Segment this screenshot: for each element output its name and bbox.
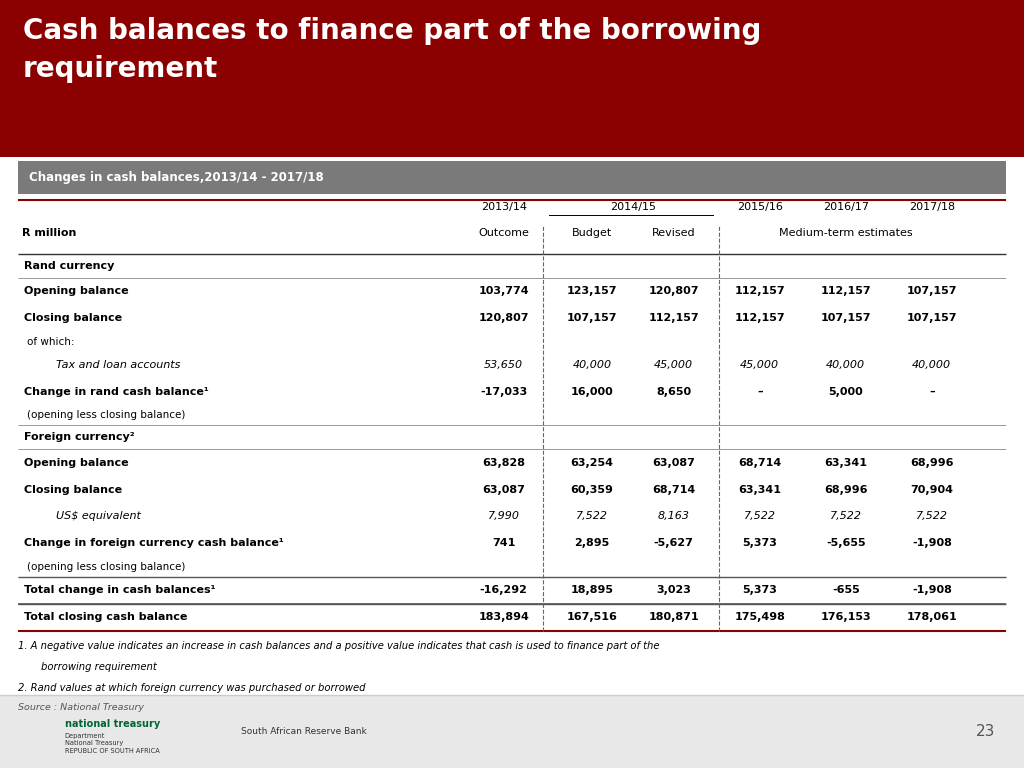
Bar: [0, 0, 1024, 157]
Bar: [18, 161, 1006, 194]
Text: Outcome: Outcome: [478, 228, 529, 238]
Text: 112,157: 112,157: [820, 286, 871, 296]
Text: (opening less closing balance): (opening less closing balance): [27, 410, 185, 421]
Text: 60,359: 60,359: [570, 485, 613, 495]
Text: 167,516: 167,516: [566, 612, 617, 622]
Text: -1,908: -1,908: [912, 538, 951, 548]
Text: 16,000: 16,000: [570, 387, 613, 397]
Text: US$ equivalent: US$ equivalent: [49, 511, 141, 521]
Text: Closing balance: Closing balance: [24, 485, 122, 495]
Text: 112,157: 112,157: [734, 313, 785, 323]
Text: Closing balance: Closing balance: [24, 313, 122, 323]
Text: 23: 23: [976, 724, 995, 739]
Text: Rand currency: Rand currency: [24, 261, 114, 271]
Text: borrowing requirement: borrowing requirement: [41, 662, 157, 672]
Text: 7,522: 7,522: [915, 511, 948, 521]
Text: Change in foreign currency cash balance¹: Change in foreign currency cash balance¹: [24, 538, 284, 548]
Text: 7,522: 7,522: [575, 511, 608, 521]
Text: 2016/17: 2016/17: [823, 202, 868, 212]
Text: 63,087: 63,087: [482, 485, 525, 495]
Text: 178,061: 178,061: [906, 612, 957, 622]
Text: 68,714: 68,714: [652, 485, 695, 495]
Text: 107,157: 107,157: [906, 313, 957, 323]
Text: 63,341: 63,341: [824, 458, 867, 468]
Text: national treasury: national treasury: [65, 719, 160, 729]
Text: 3,023: 3,023: [656, 585, 691, 595]
Text: –: –: [757, 387, 763, 397]
Text: 107,157: 107,157: [906, 286, 957, 296]
Text: -17,033: -17,033: [480, 387, 527, 397]
Text: 40,000: 40,000: [912, 360, 951, 370]
Text: 45,000: 45,000: [740, 360, 779, 370]
Text: -5,627: -5,627: [654, 538, 693, 548]
Text: Foreign currency²: Foreign currency²: [24, 432, 134, 442]
Text: -655: -655: [831, 585, 860, 595]
Text: 741: 741: [493, 538, 515, 548]
Text: 5,000: 5,000: [828, 387, 863, 397]
Text: 63,341: 63,341: [738, 485, 781, 495]
Text: 2014/15: 2014/15: [610, 202, 655, 212]
Text: Budget: Budget: [571, 228, 612, 238]
Text: 120,807: 120,807: [648, 286, 699, 296]
Text: 5,373: 5,373: [742, 585, 777, 595]
Text: 63,087: 63,087: [652, 458, 695, 468]
Text: Revised: Revised: [652, 228, 695, 238]
Text: 112,157: 112,157: [734, 286, 785, 296]
Text: 63,828: 63,828: [482, 458, 525, 468]
Text: 45,000: 45,000: [654, 360, 693, 370]
Text: Opening balance: Opening balance: [24, 286, 128, 296]
Text: Total closing cash balance: Total closing cash balance: [24, 612, 187, 622]
Text: 8,163: 8,163: [657, 511, 690, 521]
Text: 107,157: 107,157: [820, 313, 871, 323]
Text: Cash balances to finance part of the borrowing: Cash balances to finance part of the bor…: [23, 17, 761, 45]
Text: Department
National Treasury
REPUBLIC OF SOUTH AFRICA: Department National Treasury REPUBLIC OF…: [65, 733, 160, 753]
Text: 2013/14: 2013/14: [481, 202, 526, 212]
Text: 8,650: 8,650: [656, 387, 691, 397]
Text: 40,000: 40,000: [572, 360, 611, 370]
Text: 68,996: 68,996: [910, 458, 953, 468]
Text: Changes in cash balances,2013/14 - 2017/18: Changes in cash balances,2013/14 - 2017/…: [29, 171, 324, 184]
Text: 123,157: 123,157: [566, 286, 617, 296]
Text: of which:: of which:: [27, 336, 74, 347]
Text: 112,157: 112,157: [648, 313, 699, 323]
Text: 7,522: 7,522: [743, 511, 776, 521]
Text: Change in rand cash balance¹: Change in rand cash balance¹: [24, 387, 208, 397]
Text: 2. Rand values at which foreign currency was purchased or borrowed: 2. Rand values at which foreign currency…: [18, 683, 366, 693]
Text: Medium-term estimates: Medium-term estimates: [779, 228, 912, 238]
Text: -5,655: -5,655: [826, 538, 865, 548]
Text: Opening balance: Opening balance: [24, 458, 128, 468]
Bar: [0, 695, 1024, 768]
Text: 70,904: 70,904: [910, 485, 953, 495]
Text: 175,498: 175,498: [734, 612, 785, 622]
Text: requirement: requirement: [23, 55, 218, 83]
Text: 2015/16: 2015/16: [737, 202, 782, 212]
Text: R million: R million: [22, 228, 76, 238]
Text: 18,895: 18,895: [570, 585, 613, 595]
Text: 176,153: 176,153: [820, 612, 871, 622]
Text: 2017/18: 2017/18: [908, 202, 955, 212]
Text: (opening less closing balance): (opening less closing balance): [27, 561, 185, 572]
Text: 63,254: 63,254: [570, 458, 613, 468]
Text: 103,774: 103,774: [478, 286, 529, 296]
Text: 180,871: 180,871: [648, 612, 699, 622]
Text: 68,996: 68,996: [824, 485, 867, 495]
Text: 107,157: 107,157: [566, 313, 617, 323]
Text: -1,908: -1,908: [912, 585, 951, 595]
Text: –: –: [929, 387, 935, 397]
Text: Total change in cash balances¹: Total change in cash balances¹: [24, 585, 215, 595]
Text: 7,990: 7,990: [487, 511, 520, 521]
Text: 40,000: 40,000: [826, 360, 865, 370]
Text: 1. A negative value indicates an increase in cash balances and a positive value : 1. A negative value indicates an increas…: [18, 641, 659, 650]
Text: 2,895: 2,895: [574, 538, 609, 548]
Text: 120,807: 120,807: [478, 313, 529, 323]
Text: 7,522: 7,522: [829, 511, 862, 521]
Text: Tax and loan accounts: Tax and loan accounts: [49, 360, 180, 370]
Text: South African Reserve Bank: South African Reserve Bank: [241, 727, 367, 736]
Text: 68,714: 68,714: [738, 458, 781, 468]
Text: -16,292: -16,292: [480, 585, 527, 595]
Text: 183,894: 183,894: [478, 612, 529, 622]
Text: 53,650: 53,650: [484, 360, 523, 370]
Text: Source : National Treasury: Source : National Treasury: [18, 703, 144, 713]
Text: 5,373: 5,373: [742, 538, 777, 548]
